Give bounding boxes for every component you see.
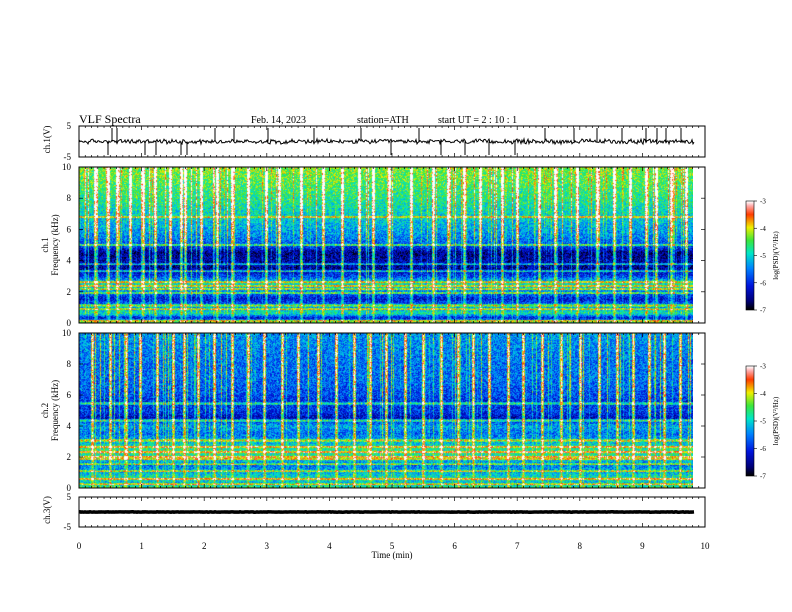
ch1-spectrogram-colorbar-label: log(PSD)(V²/Hz) (772, 231, 780, 280)
time-tick-label: 5 (390, 541, 395, 551)
ch1-spectrogram-ytick-label: 8 (67, 193, 72, 203)
ch2-spectrogram-ylabel: Frequency (kHz) (50, 380, 60, 441)
ch1-spectrogram-ytick-label: 4 (67, 256, 72, 266)
figure-title: VLF Spectra (79, 112, 141, 126)
ch2-colorbar: -3 -4 -5 -6 -7 log(PSD)(V²/Hz) (745, 363, 780, 481)
ch1-waveform-ylabel: ch.1(V) (42, 126, 52, 154)
ch1-spectrogram-ytick-label: 10 (62, 162, 72, 172)
ch2-spectrogram-ytick-label: 6 (67, 390, 72, 400)
ch1-waveform-ytick-label: -5 (64, 152, 72, 162)
time-tick-label: 10 (701, 541, 711, 551)
ch3-waveform-ytick-label: 5 (67, 492, 72, 502)
start-time-label: start UT = 2 : 10 : 1 (438, 115, 517, 126)
ch2-spectrogram-colorbar-tick-label: -3 (760, 363, 766, 371)
ch1-spectrogram-ytick-label: 6 (67, 224, 72, 234)
ch2-spectrogram-ytick-label: 0 (67, 483, 72, 493)
ch2-spectrogram-ytick-label: 10 (62, 328, 72, 338)
time-tick-label: 6 (452, 541, 457, 551)
ch1-spectrogram-panel: 0 2 4 6 8 10 ch.1 Frequency (kHz) (40, 162, 706, 328)
ch3-waveform-ytick-label: -5 (64, 522, 72, 532)
time-tick-label: 9 (640, 541, 645, 551)
ch2-spectrogram-colorbar-tick-label: -7 (760, 473, 766, 481)
time-tick-label: 4 (327, 541, 332, 551)
ch1-waveform-trace (78, 137, 695, 146)
ch1-colorbar: -3 -4 -5 -6 -7 log(PSD)(V²/Hz) (745, 198, 780, 315)
ch1-waveform-ytick-label: 5 (67, 121, 72, 131)
ch1-spectrogram-colorbar-tick-label: -4 (760, 225, 766, 233)
date-label: Feb. 14, 2023 (251, 115, 306, 126)
ch1-spectrogram-ytick-label: 0 (67, 318, 72, 328)
time-axis-label: Time (min) (372, 550, 413, 560)
ch2-spectrogram-image (79, 333, 693, 488)
time-tick-label: 8 (578, 541, 583, 551)
ch2-spectrogram-colorbar-tick-label: -5 (760, 418, 766, 426)
ch1-spectrogram-colorbar-tick-label: -6 (760, 279, 766, 287)
ch1-spectrogram-colorbar-tick-label: -3 (760, 198, 766, 206)
time-tick-label: 7 (515, 541, 520, 551)
ch2-spectrogram-ytick-label: 4 (67, 421, 72, 431)
ch3-waveform-ylabel: ch.3(V) (42, 496, 52, 524)
ch1-waveform-panel: 5 -5 ch.1(V) (42, 121, 706, 162)
ch1-spectrogram-image (79, 167, 693, 323)
time-tick-label: 0 (77, 541, 82, 551)
ch2-spectrogram-colorbar-tick-label: -6 (760, 445, 766, 453)
ch1-spectrogram-ytick-label: 2 (67, 287, 72, 297)
ch2-spectrogram-ytick-label: 8 (67, 359, 72, 369)
ch2-spectrogram-channel-label: ch.2 (40, 403, 50, 418)
ch1-spectrogram-colorbar-tick-label: -7 (760, 307, 766, 315)
time-tick-label: 3 (265, 541, 270, 551)
ch3-waveform-panel: 5 -5 ch.3(V) (42, 492, 706, 532)
ch2-spectrogram-panel: 0 2 4 6 8 10 ch.2 Frequency (kHz) (40, 328, 706, 493)
ch2-colorbar-gradient (746, 366, 754, 476)
ch1-spectrogram-colorbar-tick-label: -5 (760, 252, 766, 260)
ch2-spectrogram-ytick-label: 2 (67, 452, 72, 462)
time-tick-label: 1 (139, 541, 144, 551)
station-label: station=ATH (357, 115, 409, 126)
time-tick-label: 2 (202, 541, 207, 551)
ch1-spectrogram-ylabel: Frequency (kHz) (50, 214, 60, 275)
ch1-spectrogram-channel-label: ch.1 (40, 237, 50, 252)
ch2-spectrogram-colorbar-tick-label: -4 (760, 390, 766, 398)
ch1-colorbar-gradient (746, 201, 754, 310)
ch2-spectrogram-colorbar-label: log(PSD)(V²/Hz) (772, 396, 780, 445)
time-axis: 0 1 2 3 4 5 6 7 8 9 10 Time (min) (77, 541, 710, 560)
